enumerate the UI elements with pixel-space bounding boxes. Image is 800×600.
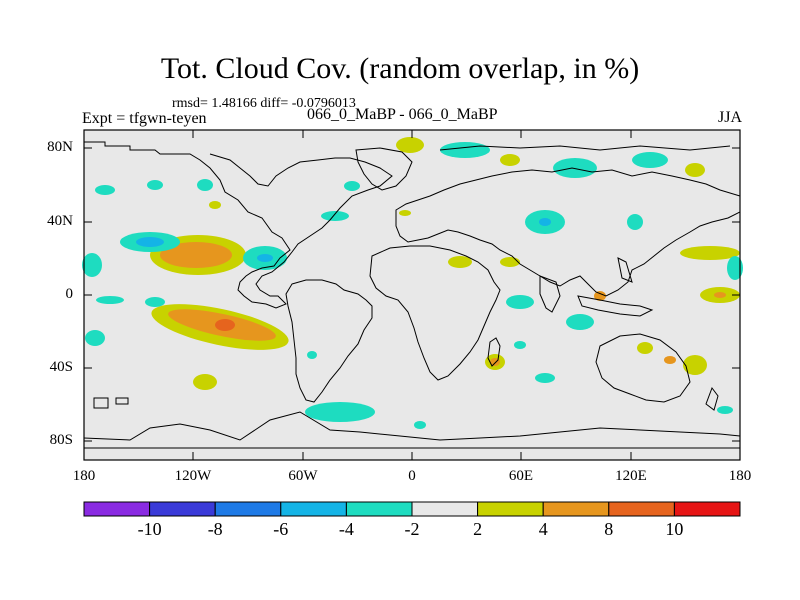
colorbar-swatch	[608, 501, 675, 517]
anomaly-patches	[82, 137, 743, 429]
anomaly-patch	[305, 402, 375, 422]
colorbar-swatch	[345, 501, 413, 517]
anomaly-patch	[399, 210, 411, 216]
colorbar	[83, 501, 741, 517]
lat-label: 80N	[47, 139, 73, 155]
colorbar-label: -8	[207, 519, 223, 539]
anomaly-patch	[627, 214, 643, 230]
colorbar-swatch	[280, 501, 347, 517]
coastline-japan	[617, 257, 633, 283]
coastline-small-island	[115, 397, 129, 405]
anomaly-patch	[683, 355, 707, 375]
lon-label: 60E	[508, 468, 534, 484]
anomaly-patch	[664, 356, 676, 364]
anomaly-patch	[714, 292, 726, 298]
anomaly-patch	[95, 185, 115, 195]
anomaly-patch	[727, 256, 743, 280]
lon-label: 120W	[174, 468, 212, 484]
anomaly-patch	[680, 246, 740, 260]
season-label: JJA	[717, 109, 742, 126]
colorbar-swatch	[411, 501, 479, 517]
anomaly-patch	[594, 291, 606, 301]
colorbar-swatch	[542, 501, 610, 517]
anomaly-patch	[209, 201, 221, 209]
anomaly-patch	[396, 137, 424, 153]
coastline-south-america	[285, 279, 373, 403]
colorbar-label: 8	[604, 519, 614, 539]
coastline-india	[539, 275, 561, 313]
map-title: Tot. Cloud Cov. (random overlap, in %)	[160, 52, 640, 85]
lat-label: 40N	[47, 213, 73, 229]
map-background	[84, 130, 740, 460]
stats-text: rmsd= 1.48166 diff= -0.0796013	[172, 96, 356, 111]
colorbar-swatch	[477, 501, 544, 517]
anomaly-patch	[535, 373, 555, 383]
lon-label: 120E	[615, 468, 647, 484]
anomaly-patch	[500, 257, 520, 267]
anomaly-patch	[136, 237, 164, 247]
colorbar-label: 4	[538, 519, 548, 539]
anomaly-patch	[506, 295, 534, 309]
anomaly-patch	[160, 242, 232, 268]
lon-label: 60W	[288, 468, 318, 484]
coastline-small-island	[93, 397, 109, 409]
colorbar-label: 2	[473, 519, 483, 539]
anomaly-patch	[344, 181, 360, 191]
anomaly-patch	[717, 406, 733, 414]
colorbar-label: -2	[404, 519, 420, 539]
lon-ticks	[192, 130, 632, 460]
anomaly-patch	[500, 154, 520, 166]
coastline-antarctica	[83, 411, 741, 441]
anomaly-patch	[96, 296, 124, 304]
coastlines	[83, 141, 741, 449]
anomaly-patch	[321, 211, 349, 221]
anomaly-patch	[145, 297, 165, 307]
coastline-greenland	[355, 147, 413, 191]
anomaly-patch	[147, 180, 163, 190]
anomaly-patch	[193, 374, 217, 390]
anomaly-patch	[85, 330, 105, 346]
anomaly-patch	[414, 421, 426, 429]
anomaly-patch	[539, 218, 551, 226]
coastline-madagascar	[487, 337, 501, 367]
lon-label: 180	[728, 468, 752, 484]
anomaly-patch	[257, 254, 273, 262]
anomaly-patch	[514, 341, 526, 349]
anomaly-patch	[637, 342, 653, 354]
coastline-africa	[369, 245, 501, 381]
experiment-label: Expt = tfgwn-teyen	[82, 110, 207, 127]
lat-label: 80S	[49, 432, 73, 448]
colorbar-swatch	[149, 501, 216, 517]
colorbar-label: 10	[665, 519, 684, 539]
coastline-north-america	[84, 141, 393, 309]
lon-label: 180	[72, 468, 96, 484]
anomaly-patch	[685, 163, 705, 177]
coastline-australia	[595, 333, 691, 403]
anomaly-patch	[440, 142, 490, 158]
anomaly-patch	[632, 152, 668, 168]
colorbar-swatch	[214, 501, 282, 517]
coastline-arctic	[439, 145, 731, 151]
colorbar-swatch	[83, 501, 151, 517]
coastline-eurasia	[395, 167, 741, 297]
lat-label: 0	[65, 286, 74, 302]
coastline-new-zealand	[705, 386, 719, 411]
colorbar-swatch	[673, 501, 741, 517]
anomaly-patch	[448, 256, 472, 268]
anomaly-patch	[215, 319, 235, 331]
colorbar-label: -10	[137, 519, 162, 539]
anomaly-patch	[553, 158, 597, 178]
anomaly-patch	[566, 314, 594, 330]
anomaly-patch	[197, 179, 213, 191]
colorbar-label: -4	[338, 519, 354, 539]
lat-label: 40S	[49, 359, 73, 375]
case-label: 066_0_MaBP - 066_0_MaBP	[307, 106, 498, 123]
lat-ticks	[84, 147, 740, 442]
colorbar-label: -6	[273, 519, 289, 539]
lon-label: 0	[408, 468, 416, 484]
coastline-indonesia	[577, 295, 654, 317]
anomaly-patch	[307, 351, 317, 359]
anomaly-patch	[82, 253, 102, 277]
